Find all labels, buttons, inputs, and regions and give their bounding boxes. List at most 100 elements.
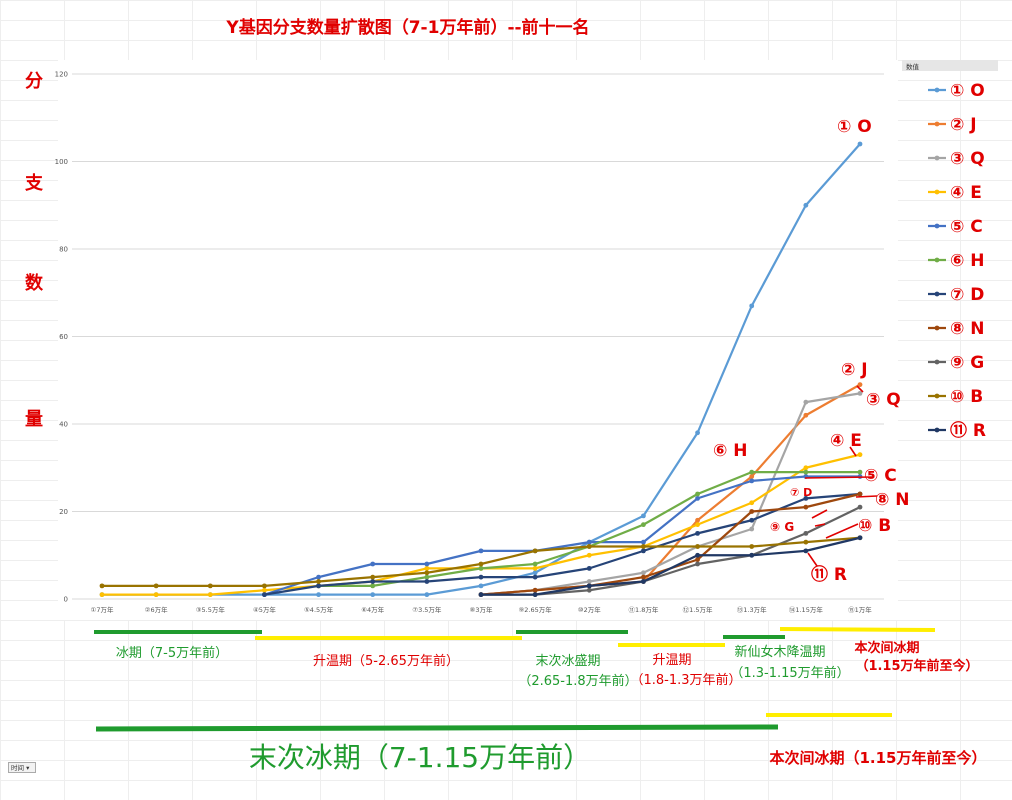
data-point [641,544,646,549]
period-label: （1.15万年前至今） [855,658,978,674]
legend-label: ⑪ R [950,420,986,441]
x-tick-label: ②6万年 [145,605,168,614]
legend-item: ⑨ G [928,353,984,373]
callout-j: ② J [841,360,868,380]
legend-title: 数值 [906,62,920,71]
callout-e: ④ E [830,431,862,451]
series-line [481,536,861,596]
data-point [478,565,484,571]
data-point [424,570,430,576]
legend-item: ② J [928,115,977,135]
data-point [749,469,755,475]
data-point [532,570,538,576]
data-point [532,592,538,598]
data-point [803,530,809,536]
data-point [695,495,700,501]
legend-header-bg [902,60,998,71]
series [262,491,863,598]
data-point [749,474,755,479]
data-point [749,303,755,309]
data-point [478,574,484,580]
x-tick-label: ⑤4.5万年 [304,605,334,614]
time-filter-label: 时间 [11,764,24,772]
data-point [749,509,755,514]
data-point [586,587,592,593]
data-point [641,548,646,554]
legend-item: ⑦ D [928,285,984,305]
data-point [424,592,430,598]
callout-arrows [804,385,878,567]
data-point [695,552,700,558]
data-point [641,539,646,545]
data-point [207,592,213,598]
data-point [370,574,376,580]
data-point [262,592,267,598]
legend-label: ② J [950,115,977,135]
data-point [370,592,376,598]
data-point [857,452,863,458]
data-point [262,583,267,589]
data-point [695,544,700,549]
data-point [803,495,809,501]
data-point [370,561,376,567]
x-tick-label: ①7万年 [91,605,114,614]
data-point [316,574,321,580]
data-point [803,548,809,554]
x-tick-label: ⑥4万年 [361,605,384,614]
y-axis-label-char: 分 [25,71,43,92]
data-point [857,141,863,147]
period-label: （1.3-1.15万年前） [730,665,849,681]
data-point [478,583,484,589]
data-point [695,522,700,528]
legend-item: ⑥ H [928,251,985,271]
data-point [857,491,863,497]
x-tick-label: ⑮1万年 [848,605,872,614]
data-point [316,583,321,589]
data-point [478,548,484,554]
data-point [316,579,321,584]
callout-n: ⑧ N [875,490,910,510]
chart-area [58,60,898,620]
data-point [153,583,159,589]
legend-label: ① O [950,81,985,101]
x-tick-label: ⑩2万年 [578,605,601,614]
time-filter-button[interactable]: 时间 ▾ [8,762,36,773]
legend-marker [934,427,940,433]
legend-item: ⑧ N [928,319,985,339]
legend-marker [934,325,940,331]
data-point [803,399,809,405]
data-point [695,530,700,536]
legend-label: ⑩ B [950,387,983,407]
data-point [749,544,755,549]
data-point [478,592,484,598]
data-point [586,544,592,549]
legend: ① O ② J ③ Q ④ E ⑤ C ⑥ H ⑦ D ⑧ N ⑨ G ⑩ B ⑪ R [928,81,986,441]
series [478,535,863,598]
callout-o: ① O [837,117,872,137]
legend-marker [934,87,940,93]
x-tick-label: ⑦3.5万年 [412,605,442,614]
data-point [641,574,646,580]
data-point [803,504,809,510]
x-tick-label: ⑧3万年 [470,605,493,614]
data-point [370,583,376,589]
y-tick-label: 40 [59,421,68,429]
legend-label: ③ Q [950,149,985,169]
big-period-label: 本次间冰期（1.15万年前至今） [769,749,986,767]
y-tick-label: 120 [55,71,68,79]
legend-marker [934,121,940,127]
legend-marker [934,189,940,195]
period-label: 升温期 [652,653,691,668]
legend-marker [934,393,940,399]
data-point [857,504,863,510]
x-tick-label: ⑫1.5万年 [683,605,713,614]
data-point [532,561,538,567]
legend-label: ⑥ H [950,251,985,271]
data-point [641,570,646,576]
data-point [153,592,159,598]
y-tick-label: 60 [59,333,68,341]
data-point [641,579,646,584]
legend-item: ⑪ R [928,420,986,441]
data-point [857,469,863,475]
